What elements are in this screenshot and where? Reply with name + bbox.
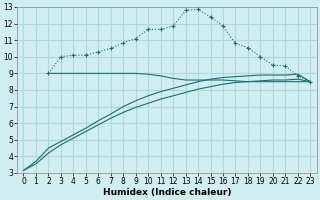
X-axis label: Humidex (Indice chaleur): Humidex (Indice chaleur) [103,188,231,197]
